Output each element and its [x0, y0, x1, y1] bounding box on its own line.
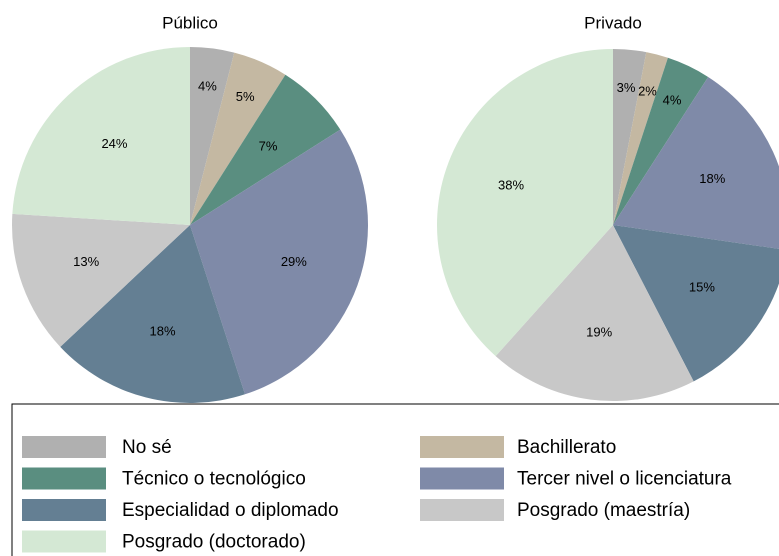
pie-slice: [190, 47, 235, 225]
legend-swatch: [22, 467, 106, 490]
slice-label: 38%: [498, 177, 524, 192]
slice-label: 3%: [617, 80, 636, 95]
slice-label: 19%: [586, 325, 612, 340]
pie-slice: [437, 48, 613, 357]
slice-label: 13%: [73, 254, 99, 269]
slice-label: 2%: [638, 84, 657, 99]
pie-slice: [613, 76, 779, 249]
pie-slice: [613, 57, 709, 226]
legend-label: No sé: [122, 437, 172, 458]
legend-box: [11, 403, 779, 556]
pie-slice: [613, 49, 647, 225]
slice-label: 15%: [689, 280, 715, 295]
legend-swatch: [22, 530, 106, 553]
pie-slice: [613, 52, 668, 226]
legend-label: Posgrado (maestría): [517, 500, 690, 521]
pie-slice: [190, 74, 341, 226]
legend-label: Bachillerato: [517, 437, 616, 458]
legend-label: Técnico o tecnológico: [122, 469, 306, 490]
legend-swatch: [22, 436, 106, 458]
legend-swatch: [22, 499, 106, 521]
legend-swatch: [420, 436, 504, 458]
slice-label: 4%: [663, 92, 682, 107]
slice-label: 24%: [101, 136, 127, 151]
legend-label: Especialidad o diplomado: [122, 500, 339, 521]
slice-label: 7%: [259, 138, 278, 153]
slice-label: 29%: [281, 254, 307, 269]
pie-slice: [190, 129, 368, 395]
pie-slice: [60, 225, 246, 403]
slice-label: 5%: [236, 89, 255, 104]
chart-title: Privado: [584, 13, 642, 32]
pie-slice: [613, 225, 779, 382]
legend-label: Tercer nivel o licenciatura: [517, 469, 732, 490]
pie-slice: [12, 47, 190, 225]
slice-label: 4%: [198, 79, 217, 94]
pie-slice: [190, 52, 286, 226]
chart-title: Público: [162, 13, 218, 32]
slice-label: 18%: [699, 171, 725, 186]
legend-swatch: [420, 467, 504, 490]
slice-label: 18%: [150, 323, 176, 338]
pie-slice: [12, 213, 191, 347]
pie-slice: [495, 225, 694, 401]
legend-label: Posgrado (doctorado): [122, 532, 306, 553]
legend-swatch: [420, 499, 504, 521]
